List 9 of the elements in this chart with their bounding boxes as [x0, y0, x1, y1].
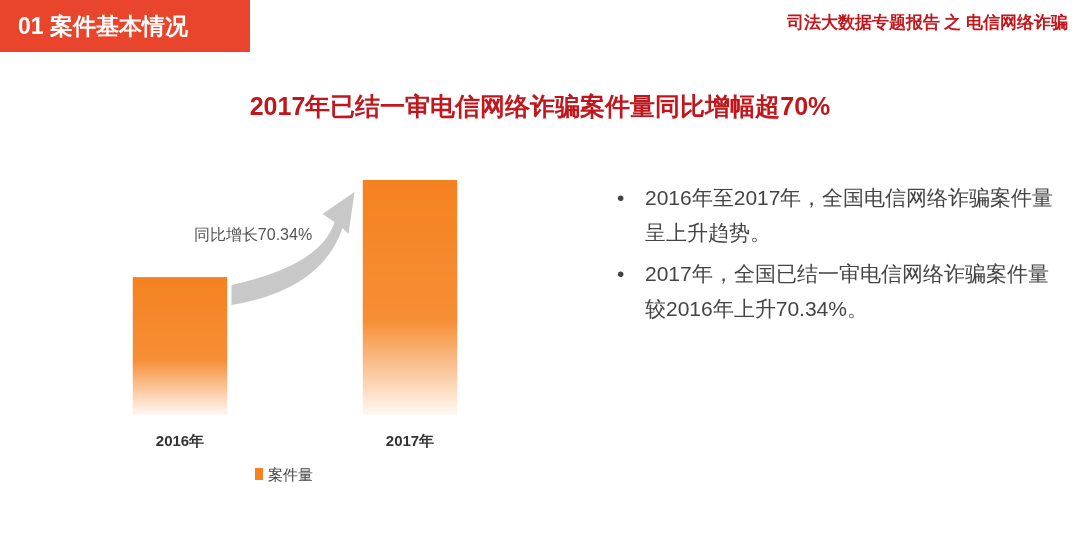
text: • 2017年，全国已结一审电信网络诈骗案件量较2016年上升70.34%。 — [617, 261, 1050, 322]
text: • 2016年至2017年，全国电信网络诈骗案件量呈上升趋势。 — [617, 185, 1055, 246]
legend-label: 案件量 — [268, 466, 313, 483]
text: 01 案件基本情况 — [18, 13, 189, 39]
x-tick-label: 2017年 — [385, 432, 435, 449]
chart-title: 2017年已结一审电信网络诈骗案件量同比增幅超70% — [249, 92, 831, 120]
annotation: 同比增长70.34% — [193, 226, 313, 243]
text: 司法大数据专题报告 之 电信网络诈骗 — [785, 13, 1068, 32]
x-tick-label: 2016年 — [155, 432, 205, 449]
